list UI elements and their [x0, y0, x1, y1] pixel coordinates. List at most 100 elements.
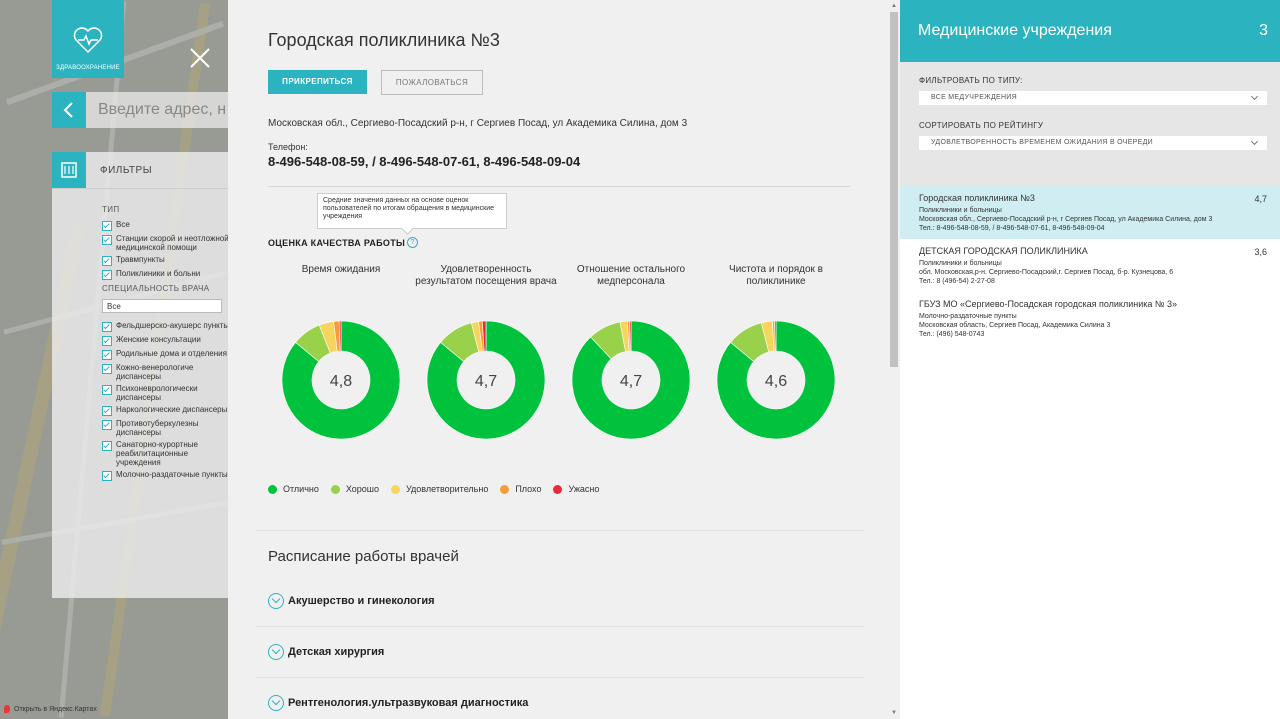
quality-title: ОЦЕНКА КАЧЕСТВА РАБОТЫ: [268, 238, 406, 248]
donut-hole: [747, 351, 805, 409]
sort-label: СОРТИРОВАТЬ ПО РЕЙТИНГУ: [919, 121, 1044, 130]
schedule-item[interactable]: Рентгенология.ультразвуковая диагностика: [268, 695, 864, 711]
checkbox[interactable]: [102, 441, 112, 451]
specialty-filter-item[interactable]: Родильные дома и отделения: [102, 349, 230, 360]
divider: [256, 677, 864, 678]
specialty-filter-item[interactable]: Женские консультации: [102, 335, 230, 346]
clinic-address: Московская обл., Сергиево-Посадский р-н,…: [268, 118, 688, 129]
specialty-filter-item[interactable]: Молочно-раздаточные пункты: [102, 470, 230, 481]
specialty-filter-item[interactable]: Санаторно-курортные реабилитационные учр…: [102, 440, 230, 467]
brand-tile[interactable]: ЗДРАВООХРАНЕНИЕ: [52, 0, 124, 78]
institutions-title: Медицинские учреждения: [918, 22, 1112, 39]
open-in-yandex-link[interactable]: Открыть в Яндекс.Картах: [14, 706, 97, 713]
quality-tooltip: Средние значения данных на основе оценок…: [317, 193, 507, 229]
legend-label: Ужасно: [568, 484, 600, 494]
chevron-left-icon: [63, 102, 73, 118]
institution-rating: 4,7: [1254, 194, 1267, 204]
donut-chart: 4,6: [716, 320, 836, 440]
brand-label: ЗДРАВООХРАНЕНИЕ: [56, 65, 120, 71]
filter-type-label: ФИЛЬТРОВАТЬ ПО ТИПУ:: [919, 76, 1023, 85]
donut-chart: 4,7: [426, 320, 546, 440]
specialty-filter-item-label: Наркологические диспансеры: [116, 405, 228, 414]
checkbox[interactable]: [102, 270, 112, 280]
legend-dot-icon: [553, 484, 563, 494]
building-icon: [52, 152, 86, 188]
clinic-phones: 8-496-548-08-59, / 8-496-548-07-61, 8-49…: [268, 154, 581, 169]
institution-address: Московская обл., Сергиево-Посадский р-н,…: [919, 216, 1213, 223]
checkbox[interactable]: [102, 322, 112, 332]
specialty-filter-item[interactable]: Наркологические диспансеры: [102, 405, 230, 416]
legend-dot-icon: [391, 484, 401, 494]
institutions-panel: Медицинские учреждения 3 ФИЛЬТРОВАТЬ ПО …: [900, 0, 1280, 719]
chevron-down-icon[interactable]: [268, 644, 284, 660]
specialty-filter-item-label: Молочно-раздаточные пункты: [116, 470, 228, 479]
filters-header[interactable]: ФИЛЬТРЫ: [52, 152, 230, 189]
specialty-filter-item[interactable]: Кожно-венерологиче диспансеры: [102, 363, 230, 381]
type-filter-item[interactable]: Поликлиники и больни: [102, 269, 230, 280]
legend-label: Отлично: [283, 484, 319, 494]
scroll-down-icon[interactable]: ▼: [891, 710, 897, 716]
institution-type: Поликлиники и больницы: [919, 207, 1002, 214]
type-filter-item[interactable]: Все: [102, 220, 230, 231]
filter-type-dropdown[interactable]: ВСЕ МЕДУЧРЕЖДЕНИЯ: [919, 91, 1267, 105]
checkbox[interactable]: [102, 350, 112, 360]
institution-item[interactable]: ДЕТСКАЯ ГОРОДСКАЯ ПОЛИКЛИНИКА 3,6 Поликлин…: [900, 239, 1280, 292]
specialty-filter-item-label: Психоневрологически диспансеры: [116, 384, 198, 402]
specialty-filter-item-label: Женские консультации: [116, 335, 201, 344]
checkbox[interactable]: [102, 235, 112, 245]
chart-center-value: 4,7: [475, 373, 497, 390]
checkbox[interactable]: [102, 385, 112, 395]
institution-item[interactable]: ГБУЗ МО «Сергиево-Посадская городская по…: [900, 292, 1280, 345]
checkbox[interactable]: [102, 364, 112, 374]
specialty-filter-item-label: Родильные дома и отделения: [116, 349, 227, 358]
institution-name[interactable]: Городская поликлиника №3: [919, 193, 1035, 203]
divider: [268, 186, 850, 187]
help-icon[interactable]: ?: [407, 237, 418, 248]
legend-dot-icon: [330, 484, 340, 494]
map-footer[interactable]: Открыть в Яндекс.Картах: [0, 700, 230, 719]
back-button[interactable]: [52, 92, 86, 128]
specialty-filter-item[interactable]: Противотуберкулезны диспансеры: [102, 419, 230, 437]
chevron-down-icon[interactable]: [268, 593, 284, 609]
institution-name[interactable]: ГБУЗ МО «Сергиево-Посадская городская по…: [919, 299, 1178, 309]
filters-label: ФИЛЬТРЫ: [100, 164, 153, 176]
legend-item: Хорошо: [330, 484, 379, 494]
attach-button[interactable]: ПРИКРЕПИТЬСЯ: [268, 70, 367, 94]
type-filter-item[interactable]: Травмпункты: [102, 255, 230, 266]
chart-4: Чистота и порядок в поликлинике 4,6: [701, 264, 851, 440]
institution-item[interactable]: Городская поликлиника №3 4,7 Поликлиники и…: [900, 186, 1280, 239]
checkbox[interactable]: [102, 221, 112, 231]
checkbox[interactable]: [102, 471, 112, 481]
legend-item: Удовлетворительно: [391, 484, 488, 494]
institution-name[interactable]: ДЕТСКАЯ ГОРОДСКАЯ ПОЛИКЛИНИКА: [919, 246, 1088, 256]
institution-phone: Тел.: 8-496-548-08-59, / 8-496-548-07-61…: [919, 225, 1105, 232]
chart-center-value: 4,8: [330, 373, 352, 390]
sort-dropdown[interactable]: УДОВЛЕТВОРЕННОСТЬ ВРЕМЕНЕМ ОЖИДАНИЯ В ОЧ…: [919, 136, 1267, 150]
checkbox[interactable]: [102, 420, 112, 430]
schedule-item[interactable]: Акушерство и гинекология: [268, 593, 864, 609]
chart-title: Отношение остального медперсонала: [576, 264, 686, 287]
scrollbar-thumb[interactable]: [890, 12, 898, 367]
donut-chart: 4,8: [281, 320, 401, 440]
chevron-down-icon[interactable]: [268, 695, 284, 711]
legend-dot-icon: [500, 484, 510, 494]
schedule-title: Расписание работы врачей: [268, 548, 459, 565]
specialty-filter-item[interactable]: Психоневрологически диспансеры: [102, 384, 230, 402]
checkbox[interactable]: [102, 256, 112, 266]
specialty-select[interactable]: Все: [102, 299, 222, 313]
specialty-filter-item[interactable]: Фельдшерско-акушерс пункты: [102, 321, 230, 332]
close-icon[interactable]: [188, 46, 212, 70]
address-search-input[interactable]: Введите адрес, н: [86, 92, 230, 128]
type-filter-item-label: Все: [116, 220, 130, 229]
chart-legend: Отлично Хорошо Удовлетворительно Плохо Ужасн…: [268, 484, 611, 494]
donut-chart: 4,7: [571, 320, 691, 440]
scroll-up-icon[interactable]: ▲: [891, 3, 897, 9]
institution-address: обл. Московская,р-н. Сергиево-Посадский,…: [919, 269, 1174, 276]
checkbox[interactable]: [102, 406, 112, 416]
checkbox[interactable]: [102, 336, 112, 346]
specialty-filter-item-label: Санаторно-курортные реабилитационные учр…: [116, 440, 198, 467]
type-filter-item[interactable]: Станции скорой и неотложной медицинской …: [102, 234, 230, 252]
complain-button[interactable]: ПОЖАЛОВАТЬСЯ: [381, 70, 483, 95]
schedule-item[interactable]: Детская хирургия: [268, 644, 864, 660]
chart-title: Время ожидания: [301, 264, 381, 275]
